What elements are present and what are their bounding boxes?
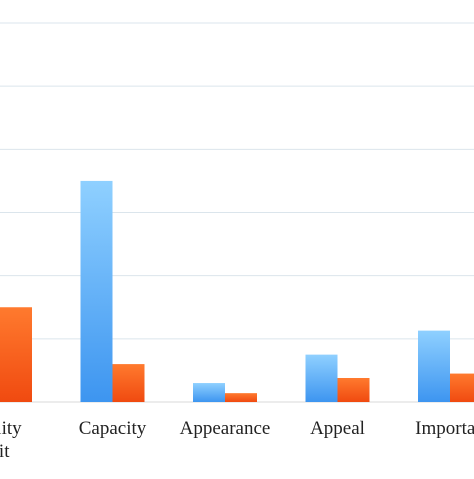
bar-series-1-2 xyxy=(193,383,225,402)
x-tick-label: Appeal xyxy=(310,418,365,439)
x-tick-label: Appearance xyxy=(180,418,271,439)
bar-series-2-0 xyxy=(0,307,32,402)
bar-series-2-3 xyxy=(337,377,370,402)
bars xyxy=(0,180,474,402)
x-tick-label: Capacity xyxy=(79,418,147,439)
bar-series-2-1 xyxy=(112,364,145,402)
category-labels: nalityait Capacity Appearance Appeal Importa… xyxy=(0,418,474,462)
bar-series-2-2 xyxy=(225,393,257,402)
gridlines xyxy=(0,22,474,403)
x-tick-label: Importan xyxy=(415,418,474,439)
bar-series-1-1 xyxy=(80,180,113,402)
bar-series-1-4 xyxy=(418,330,450,402)
x-tick-label: nalityait xyxy=(0,418,22,462)
bar-series-1-3 xyxy=(305,354,338,402)
bar-series-2-4 xyxy=(450,373,474,402)
